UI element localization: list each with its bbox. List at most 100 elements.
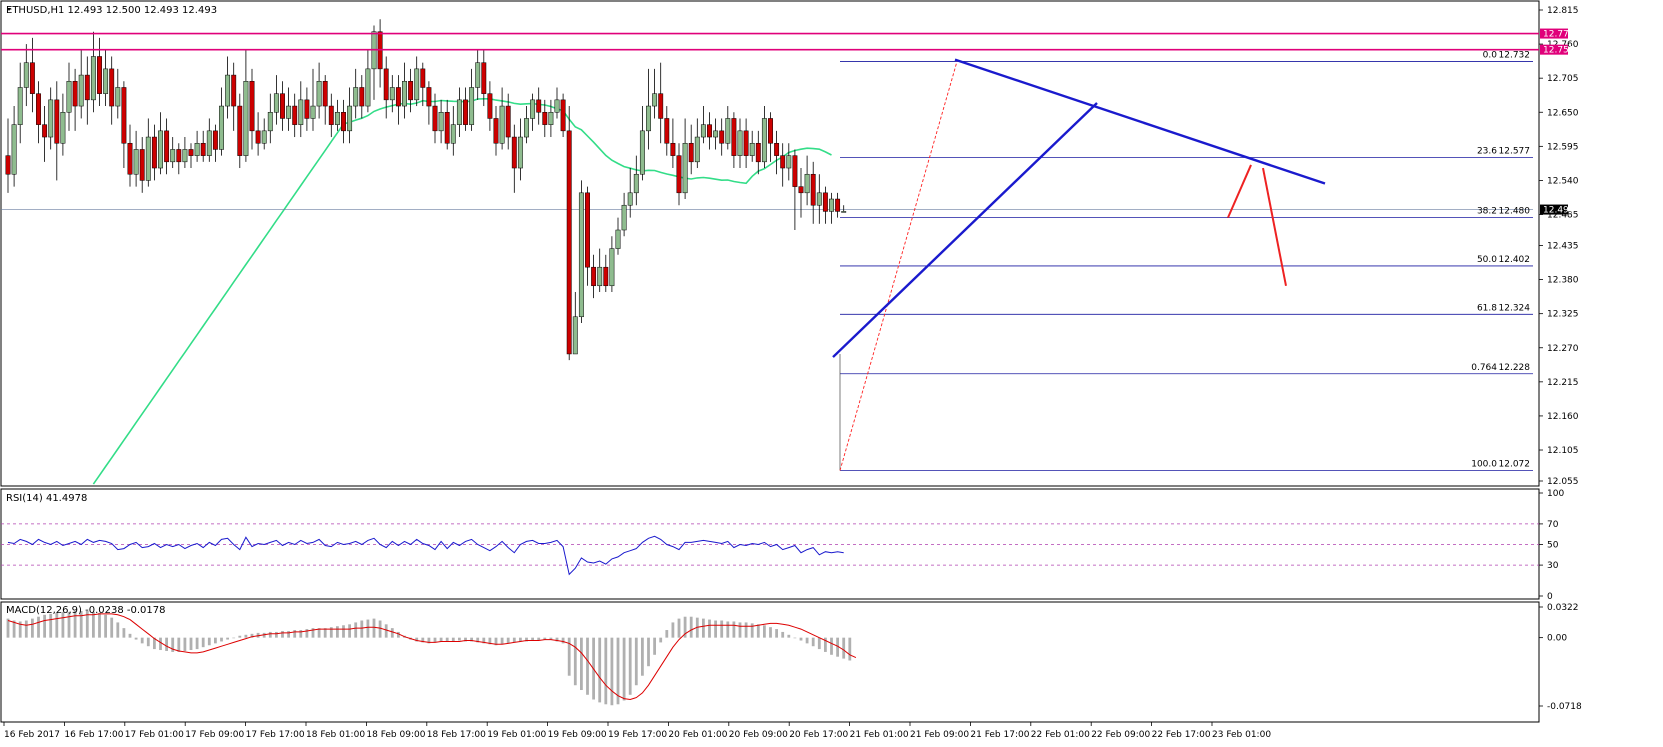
moving-average-layer bbox=[92, 98, 832, 485]
macd-histogram-bar bbox=[293, 630, 297, 638]
projection-down-line bbox=[1262, 167, 1287, 286]
bull-candle bbox=[103, 68, 109, 94]
bull-candle bbox=[273, 93, 279, 113]
bear-candle bbox=[585, 192, 590, 268]
bull-candle bbox=[450, 124, 456, 144]
fib-diagonal-line bbox=[839, 61, 958, 471]
fib-value-label: 12.732 bbox=[1499, 50, 1531, 60]
macd-histogram-bar bbox=[134, 637, 138, 640]
macd-histogram-bar bbox=[342, 625, 345, 638]
macd-histogram-bar bbox=[610, 637, 614, 706]
bull-candle bbox=[524, 118, 529, 138]
bear-candle bbox=[383, 68, 389, 101]
bull-candle bbox=[713, 130, 719, 138]
bull-candle bbox=[298, 99, 304, 125]
bull-candle bbox=[530, 99, 536, 119]
price-tick-label: 12.380 bbox=[1547, 276, 1579, 286]
bull-candle bbox=[841, 211, 847, 213]
macd-histogram-bar bbox=[720, 620, 724, 638]
time-tick-label: 18 Feb 01:00 bbox=[306, 730, 365, 740]
macd-histogram-bar bbox=[622, 637, 626, 701]
macd-histogram-bar bbox=[647, 637, 650, 667]
macd-histogram-bar bbox=[317, 628, 321, 638]
bull-candle bbox=[286, 105, 292, 119]
resistance-price-tag bbox=[1540, 28, 1568, 39]
macd-histogram-bar bbox=[531, 637, 534, 641]
bear-candle bbox=[249, 81, 255, 132]
bull-candle bbox=[725, 118, 731, 144]
macd-histogram-bar bbox=[24, 620, 28, 638]
rsi-tick-label: 0 bbox=[1547, 592, 1553, 602]
macd-histogram-bar bbox=[85, 610, 89, 638]
macd-histogram-bar bbox=[586, 637, 589, 695]
macd-tick-label: 0.00 bbox=[1547, 634, 1567, 644]
macd-histogram-bar bbox=[323, 628, 327, 638]
bear-candle bbox=[341, 112, 346, 132]
bear-candle bbox=[151, 136, 157, 169]
macd-histogram-bar bbox=[189, 637, 193, 651]
macd-histogram-bar bbox=[232, 637, 236, 639]
macd-histogram-bar bbox=[726, 621, 730, 638]
bear-candle bbox=[798, 186, 804, 194]
fib-ratio-label: 0.0 bbox=[1483, 50, 1498, 60]
bear-candle bbox=[328, 105, 334, 125]
macd-histogram-bar bbox=[67, 611, 71, 638]
macd-histogram-bar bbox=[244, 634, 248, 638]
price-tick-label: 12.270 bbox=[1547, 344, 1579, 354]
macd-histogram-bar bbox=[79, 610, 83, 638]
macd-histogram-bar bbox=[573, 637, 577, 686]
time-tick-label: 17 Feb 09:00 bbox=[185, 730, 244, 740]
time-tick-label: 21 Feb 01:00 bbox=[850, 730, 909, 740]
bear-candle bbox=[542, 112, 548, 125]
bear-candle bbox=[774, 142, 780, 156]
macd-histogram-bar bbox=[482, 637, 486, 644]
macd-histogram-bar bbox=[458, 637, 461, 641]
bear-candle bbox=[463, 99, 468, 125]
bull-candle bbox=[804, 173, 810, 194]
macd-histogram-bar bbox=[116, 622, 120, 638]
bear-candle bbox=[97, 56, 102, 94]
macd-histogram-bar bbox=[372, 618, 376, 638]
rsi-tick-label: 50 bbox=[1547, 541, 1559, 551]
bull-candle bbox=[389, 87, 395, 101]
price-tick-label: 12.540 bbox=[1547, 176, 1579, 186]
macd-histogram-bar bbox=[329, 627, 333, 638]
bear-candle bbox=[420, 68, 426, 88]
macd-histogram-bar bbox=[439, 637, 443, 642]
bear-candle bbox=[109, 68, 115, 107]
bear-candle bbox=[603, 266, 609, 287]
macd-histogram-bar bbox=[750, 623, 754, 638]
bear-candle bbox=[835, 198, 841, 212]
bull-candle bbox=[639, 130, 645, 175]
macd-histogram-bar bbox=[830, 637, 833, 655]
bear-candle bbox=[212, 130, 218, 150]
rsi-panel[interactable] bbox=[0, 488, 1540, 600]
macd-histogram-bar bbox=[628, 637, 632, 695]
rsi-label: RSI(14) 41.4978 bbox=[6, 493, 87, 504]
macd-histogram-bar bbox=[31, 618, 34, 638]
time-tick-label: 16 Feb 2017 bbox=[4, 730, 60, 740]
macd-histogram-bar bbox=[744, 622, 748, 638]
bear-candle bbox=[322, 81, 328, 107]
bear-candle bbox=[707, 124, 712, 138]
macd-histogram-bar bbox=[305, 629, 309, 638]
macd-panel[interactable] bbox=[0, 601, 1540, 723]
resistance-trend-line bbox=[954, 58, 1326, 185]
bull-candle bbox=[170, 149, 176, 163]
bull-candle bbox=[499, 105, 505, 144]
dropdown-arrow-icon[interactable] bbox=[7, 8, 11, 11]
bear-candle bbox=[536, 99, 542, 113]
price-panel[interactable] bbox=[0, 0, 1540, 487]
macd-histogram-bar bbox=[18, 621, 22, 638]
macd-histogram-bar bbox=[110, 617, 114, 638]
bear-candle bbox=[237, 105, 243, 156]
macd-histogram-bar bbox=[384, 624, 388, 638]
macd-histogram-bar bbox=[226, 637, 229, 640]
time-tick-label: 21 Feb 09:00 bbox=[910, 730, 969, 740]
bull-candle bbox=[267, 112, 273, 132]
macd-histogram-bar bbox=[671, 622, 675, 638]
bull-candle bbox=[78, 74, 84, 107]
bull-candle bbox=[633, 173, 639, 194]
macd-histogram-bar bbox=[214, 637, 217, 644]
bull-candle bbox=[554, 99, 560, 113]
